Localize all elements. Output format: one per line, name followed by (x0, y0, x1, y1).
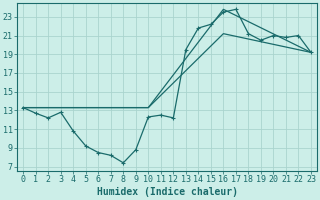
X-axis label: Humidex (Indice chaleur): Humidex (Indice chaleur) (97, 187, 237, 197)
